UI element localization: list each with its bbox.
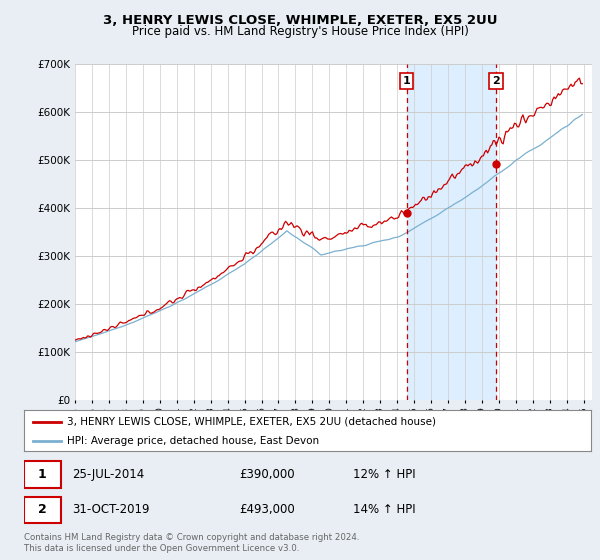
- Text: 3, HENRY LEWIS CLOSE, WHIMPLE, EXETER, EX5 2UU (detached house): 3, HENRY LEWIS CLOSE, WHIMPLE, EXETER, E…: [67, 417, 436, 427]
- Text: Price paid vs. HM Land Registry's House Price Index (HPI): Price paid vs. HM Land Registry's House …: [131, 25, 469, 38]
- Text: 31-OCT-2019: 31-OCT-2019: [72, 503, 149, 516]
- Text: 2: 2: [38, 503, 47, 516]
- Text: Contains HM Land Registry data © Crown copyright and database right 2024.
This d: Contains HM Land Registry data © Crown c…: [24, 533, 359, 553]
- Text: £493,000: £493,000: [239, 503, 295, 516]
- Text: £390,000: £390,000: [239, 468, 295, 481]
- Text: HPI: Average price, detached house, East Devon: HPI: Average price, detached house, East…: [67, 436, 319, 446]
- FancyBboxPatch shape: [24, 461, 61, 488]
- Text: 3, HENRY LEWIS CLOSE, WHIMPLE, EXETER, EX5 2UU: 3, HENRY LEWIS CLOSE, WHIMPLE, EXETER, E…: [103, 14, 497, 27]
- Text: 1: 1: [403, 76, 410, 86]
- Text: 25-JUL-2014: 25-JUL-2014: [72, 468, 145, 481]
- FancyBboxPatch shape: [24, 497, 61, 523]
- Text: 1: 1: [38, 468, 47, 481]
- Text: 12% ↑ HPI: 12% ↑ HPI: [353, 468, 415, 481]
- Bar: [407, 64, 496, 400]
- Text: 2: 2: [492, 76, 500, 86]
- Text: 14% ↑ HPI: 14% ↑ HPI: [353, 503, 415, 516]
